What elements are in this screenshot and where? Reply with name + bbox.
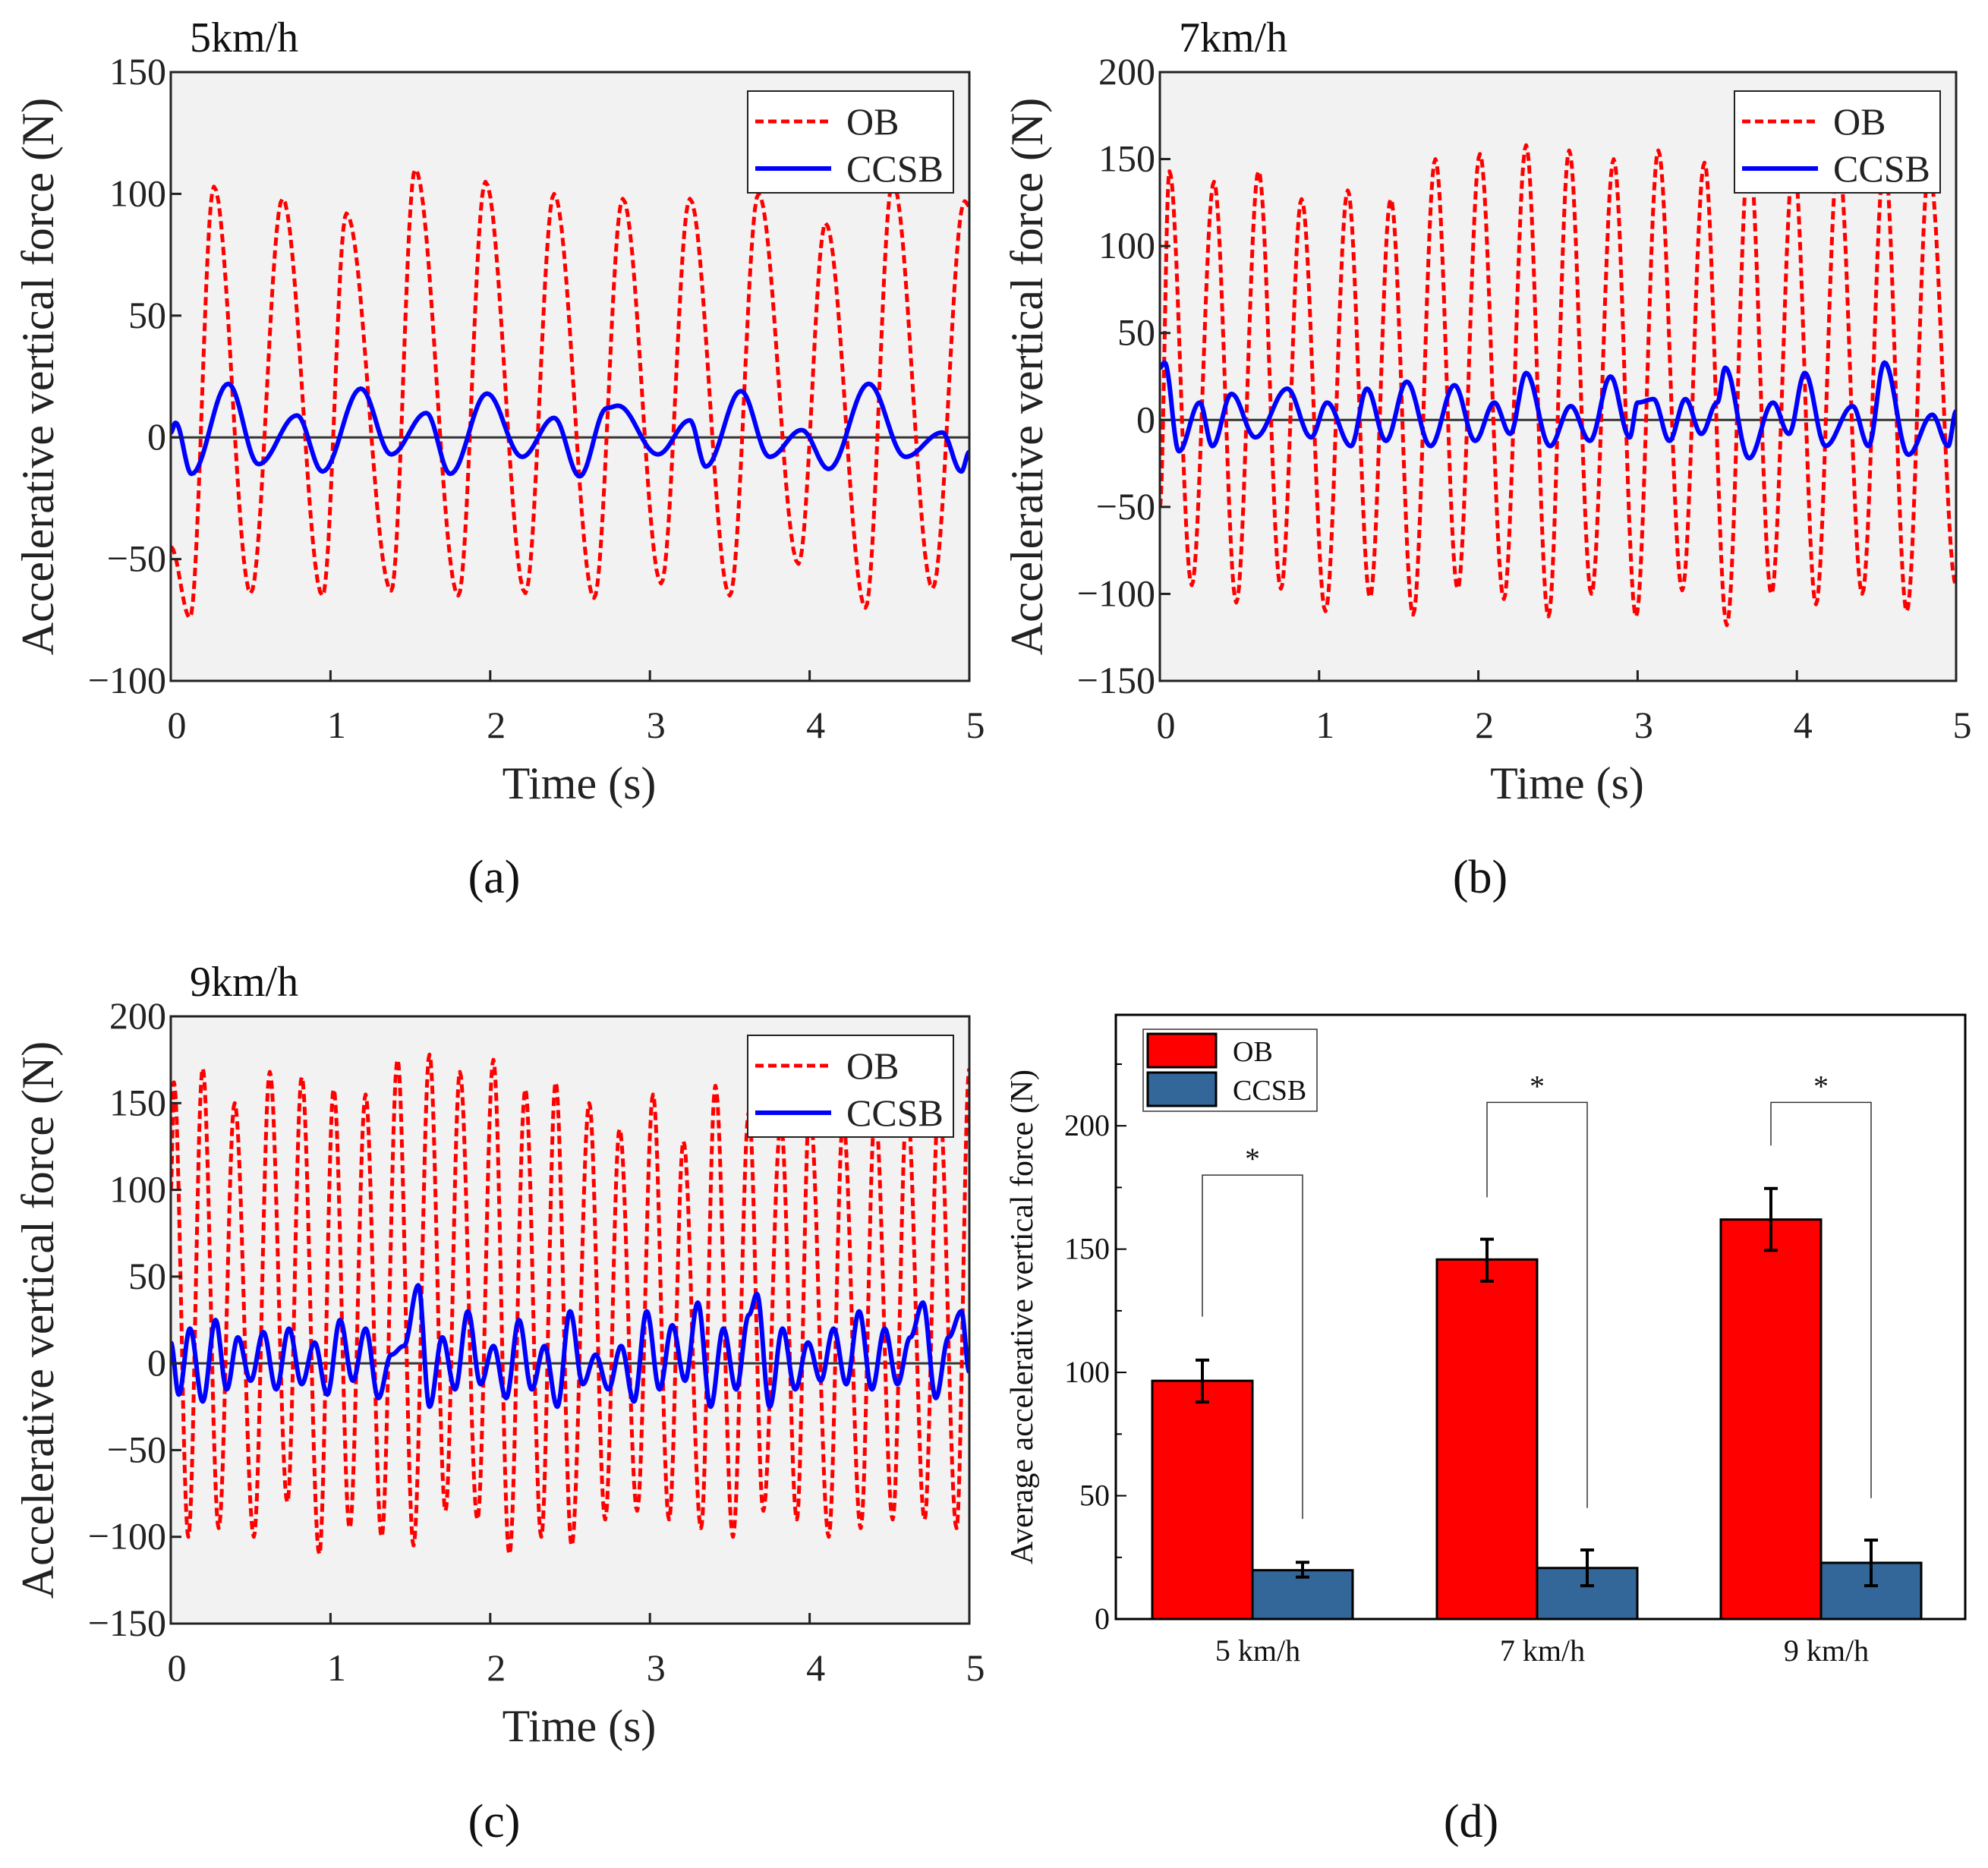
y-tick-label: 100: [1098, 224, 1155, 266]
y-tick-label: 0: [147, 415, 166, 458]
y-tick-label: 0: [1136, 398, 1155, 440]
series-line-ob: [1160, 143, 1956, 628]
x-tick-label: 4: [806, 704, 825, 746]
legend-swatch-ccsb: [1146, 1071, 1218, 1107]
legend-label: CCSB: [1233, 1075, 1306, 1107]
y-tick-label: 0: [147, 1341, 166, 1384]
legend-label: OB: [1833, 100, 1886, 143]
significance-bracket: [1770, 1101, 1872, 1498]
y-tick-label: −150: [88, 1602, 166, 1644]
panel-label: (a): [468, 852, 521, 903]
y-tick-label: −100: [1077, 572, 1155, 614]
bar-ob: [1435, 1258, 1539, 1621]
plot-frame: [169, 71, 971, 682]
y-tick-label: 100: [109, 172, 166, 214]
y-tick-label: 150: [109, 1081, 166, 1123]
y-tick-label: −100: [88, 1515, 166, 1558]
y-tick-label: 150: [1064, 1232, 1110, 1266]
y-tick-label: 50: [1117, 311, 1155, 354]
panel-label: (c): [468, 1796, 521, 1848]
y-tick-label: 150: [109, 50, 166, 93]
x-axis-label: Time (s): [503, 758, 657, 808]
y-tick-label: −50: [107, 1428, 166, 1470]
x-tick-label: 0: [1157, 704, 1176, 746]
significance-marker: *: [1245, 1142, 1260, 1176]
legend-label: CCSB: [846, 147, 944, 190]
x-tick-label: 1: [327, 704, 346, 746]
chart-panel-a: 0 1 2 3 4 5 −100 −50 0 50 100 150 Time (s) Accelerati…: [13, 14, 985, 903]
x-tick-label: 5: [966, 704, 985, 746]
series-line-ccsb: [171, 1283, 969, 1410]
x-tick-label: 3: [647, 704, 666, 746]
y-tick-label: 100: [109, 1168, 166, 1211]
x-axis-label: Time (s): [503, 1701, 657, 1751]
panel-title: 5km/h: [190, 14, 298, 61]
legend-box: [747, 90, 954, 194]
y-tick-label: 50: [128, 1255, 166, 1297]
legend-label: OB: [1233, 1036, 1273, 1068]
x-tick-label: 3: [1634, 704, 1653, 746]
y-tick-label: 150: [1098, 137, 1155, 180]
x-tick-label: 0: [168, 1646, 187, 1689]
plot-frame: [1158, 71, 1958, 682]
x-tick-label: 9 km/h: [1784, 1633, 1869, 1668]
x-tick-label: 1: [1315, 704, 1334, 746]
x-tick-label: 7 km/h: [1500, 1633, 1585, 1668]
y-tick-label: −50: [107, 537, 166, 580]
plot-frame: [169, 1015, 971, 1625]
chart-panel-c: 0 1 2 3 4 5 −150 −100 −50 0 50 100 150 200 Time (s) Acc…: [13, 959, 985, 1848]
legend-box: [747, 1035, 954, 1138]
x-axis-label: Time (s): [1490, 758, 1644, 808]
y-tick-label: 100: [1064, 1355, 1110, 1389]
significance-marker: *: [1530, 1069, 1545, 1103]
y-tick-label: 50: [128, 294, 166, 336]
y-tick-label: 200: [109, 994, 166, 1037]
y-tick-label: −150: [1077, 659, 1155, 701]
panel-title: 7km/h: [1179, 14, 1287, 61]
x-tick-label: 5: [966, 1646, 985, 1689]
y-axis-label: Accelerative vertical force (N): [13, 98, 63, 656]
x-tick-label: 4: [1794, 704, 1813, 746]
bar-ob: [1719, 1218, 1823, 1621]
y-tick-label: −100: [88, 659, 166, 701]
series-line-ccsb: [171, 381, 969, 479]
legend-label: OB: [846, 1044, 899, 1087]
y-tick-label: 50: [1079, 1479, 1110, 1513]
series-line-ob: [171, 167, 969, 620]
legend-swatch-ob: [1146, 1032, 1218, 1069]
chart-panel-b: 0 1 2 3 4 5 −150 −100 −50 0 50 100 150 200 Time (s) Acc…: [1002, 14, 1972, 903]
y-axis-label: Average accelerative vertical force (N): [1005, 1069, 1040, 1564]
legend-label: CCSB: [846, 1092, 944, 1134]
x-tick-label: 4: [806, 1646, 825, 1689]
significance-bracket: [1486, 1101, 1588, 1508]
y-tick-label: 200: [1064, 1108, 1110, 1142]
bar-ob: [1151, 1379, 1254, 1621]
panel-label: (b): [1453, 852, 1508, 903]
panel-label: (d): [1444, 1796, 1498, 1848]
y-tick-label: −50: [1096, 485, 1155, 528]
significance-marker: *: [1813, 1069, 1829, 1103]
y-tick-label: 0: [1095, 1602, 1110, 1636]
x-tick-label: 1: [327, 1646, 346, 1689]
plot-frame: [1114, 1013, 1967, 1621]
series-line-ccsb: [1160, 360, 1956, 461]
legend-label: OB: [846, 100, 899, 143]
significance-bracket: [1202, 1174, 1303, 1520]
legend-label: CCSB: [1833, 147, 1930, 190]
panel-title: 9km/h: [190, 959, 298, 1006]
x-tick-label: 3: [647, 1646, 666, 1689]
x-tick-label: 5: [1953, 704, 1972, 746]
x-tick-label: 2: [487, 1646, 506, 1689]
x-tick-label: 5 km/h: [1215, 1633, 1300, 1668]
y-axis-label: Accelerative vertical force (N): [13, 1041, 63, 1599]
x-tick-label: 0: [168, 704, 187, 746]
y-axis-label: Accelerative vertical force (N): [1002, 98, 1052, 656]
y-tick-label: 200: [1098, 50, 1155, 93]
x-tick-label: 2: [1475, 704, 1494, 746]
legend-box: [1734, 90, 1941, 194]
chart-panel-d: 0 50 100 150 200 * 5 km/h * 7 km/h * 9 km/h Average…: [1005, 1013, 1967, 1848]
x-tick-label: 2: [487, 704, 506, 746]
